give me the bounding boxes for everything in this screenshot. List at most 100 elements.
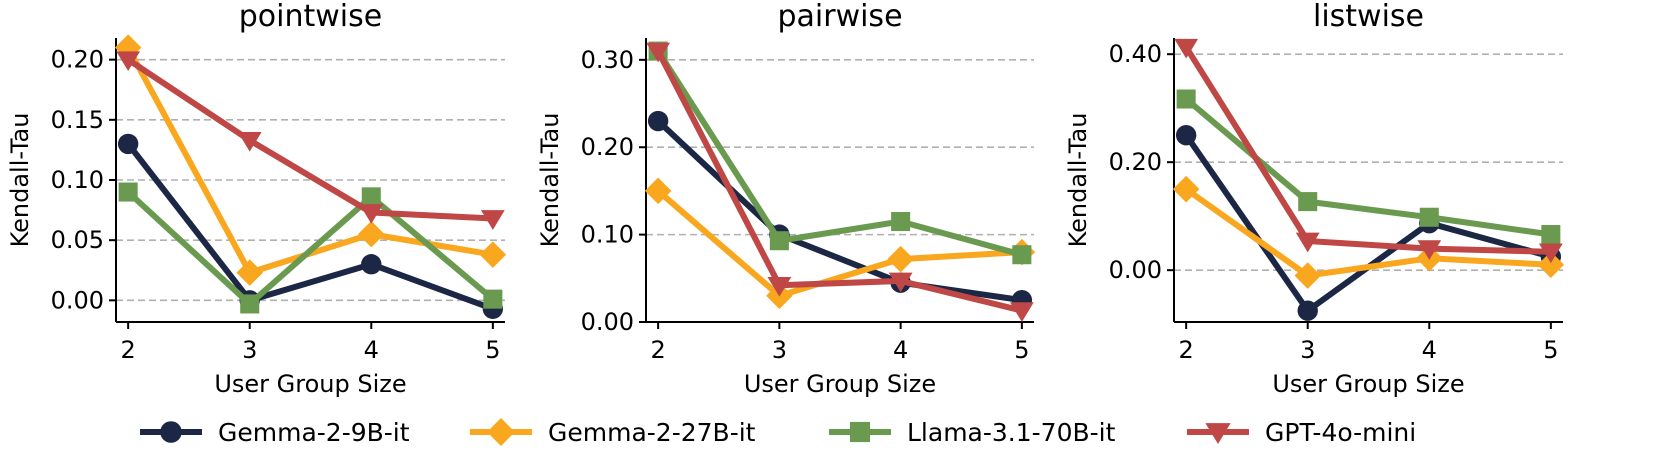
series-Gemma-2-9B-it [117,133,504,319]
chart-panels: 0.00 0.05 0.10 0.15 0.20 2 3 4 5 pointwise User Gr… [6,0,1565,398]
legend-marker [849,421,871,443]
series-Gemma-2-27B-it [1172,175,1565,289]
data-point [1538,243,1563,264]
y-tick-label: 0.10 [581,221,634,249]
chart-title: listwise [1313,0,1424,34]
legend-item: Gemma-2-9B-it [140,418,410,447]
series-GPT-4o-mini [116,51,505,230]
data-point [1009,302,1034,322]
data-point [1298,192,1318,212]
y-tick-label: 0.00 [1109,256,1162,284]
y-tick-label: 0.10 [51,166,104,194]
data-point [1417,240,1442,260]
data-point [888,272,913,293]
data-point [118,182,138,202]
y-tick-label: 0.00 [581,308,634,336]
legend-marker [1205,423,1231,444]
data-point [1297,300,1318,321]
x-axis-label: User Group Size [1272,370,1464,398]
y-tick-label: 0.15 [51,106,104,134]
legend-marker [486,417,516,447]
data-point [644,177,672,205]
y-tick-label: 0.00 [51,286,104,314]
data-point [646,42,671,63]
y-axis-label: Kendall-Tau [1064,113,1092,248]
chart-panel-pairwise: 0.00 0.10 0.20 0.30 2 3 4 5 pairwise User Group S… [536,0,1036,398]
data-point [1294,262,1321,289]
x-tick-label: 2 [1179,336,1194,364]
data-point [358,220,385,248]
legend-label: Llama-3.1-70B-it [907,418,1116,447]
series-line [126,57,493,222]
chart-title: pointwise [239,0,382,34]
data-point [1175,124,1197,146]
data-point [767,276,792,297]
series-line [656,118,1023,304]
x-tick-label: 5 [485,336,500,364]
x-tick-label: 3 [242,336,257,364]
x-tick-label: 4 [1422,336,1437,364]
y-tick-label: 0.20 [1109,148,1162,176]
y-tick-label: 0.30 [581,46,634,74]
series-line [126,189,495,307]
series-line [656,188,1023,299]
series-line [1184,186,1552,279]
data-point [1172,175,1200,203]
data-point [887,245,914,273]
data-point [240,294,260,314]
series-Llama-3.1-70B-it [118,182,503,314]
data-point [1537,251,1565,279]
x-tick-label: 4 [893,336,908,364]
legend-label: Gemma-2-9B-it [218,418,410,447]
legend-label: GPT-4o-mini [1265,418,1416,447]
series-line [125,142,494,312]
data-point [361,254,382,275]
data-point [769,231,789,251]
chart-panel-listwise: 0.00 0.20 0.40 2 3 4 5 listwise User Group Size K… [1064,0,1565,398]
x-tick-label: 3 [1300,336,1315,364]
legend-label: Gemma-2-27B-it [548,418,756,447]
y-tick-label: 0.05 [51,226,104,254]
series-line [1183,45,1551,255]
series-GPT-4o-mini [646,42,1034,322]
data-point [1541,225,1561,245]
x-tick-label: 5 [1014,336,1029,364]
y-axis-label: Kendall-Tau [536,113,564,248]
data-point [1176,89,1196,109]
x-tick-label: 2 [650,336,665,364]
data-point [1012,245,1032,265]
data-point [359,204,384,224]
chart-panel-pointwise: 0.00 0.05 0.10 0.15 0.20 2 3 4 5 pointwise User Gr… [6,0,507,398]
x-axis-label: User Group Size [744,370,936,398]
data-point [361,187,381,207]
legend-item: GPT-4o-mini [1187,418,1416,447]
data-point [1295,232,1320,253]
legend-marker [160,421,182,443]
legend-item: Gemma-2-27B-it [470,417,756,447]
data-point [479,241,507,268]
data-point [483,289,503,309]
x-tick-label: 3 [772,336,787,364]
x-axis-label: User Group Size [214,370,406,398]
data-point [480,210,505,230]
series-line [655,49,1023,258]
y-tick-label: 0.20 [581,133,634,161]
data-point [1174,38,1199,59]
data-point [236,259,263,286]
y-tick-label: 0.40 [1109,40,1162,68]
series-Llama-3.1-70B-it [1176,89,1561,245]
data-point [891,211,911,232]
x-tick-label: 4 [364,336,379,364]
legend-item: Llama-3.1-70B-it [829,418,1116,447]
series-line [1184,96,1552,238]
legend: Gemma-2-9B-it Gemma-2-27B-it Llama-3.1-70B… [140,417,1416,447]
data-point [1419,207,1439,227]
x-tick-label: 2 [121,336,136,364]
series-line [655,49,1023,314]
data-point [116,51,141,71]
chart-title: pairwise [777,0,902,34]
y-tick-label: 0.20 [51,46,104,74]
data-point [647,110,669,132]
x-tick-label: 5 [1543,336,1558,364]
